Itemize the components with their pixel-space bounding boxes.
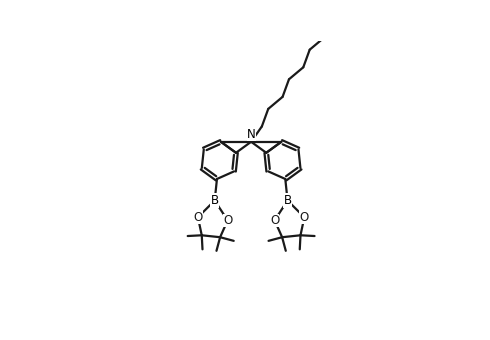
Text: O: O [270, 214, 279, 227]
Text: O: O [193, 211, 202, 224]
Text: O: O [223, 214, 232, 227]
Text: B: B [211, 194, 219, 207]
Text: N: N [247, 128, 255, 141]
Text: O: O [300, 211, 309, 224]
Text: B: B [284, 194, 292, 207]
